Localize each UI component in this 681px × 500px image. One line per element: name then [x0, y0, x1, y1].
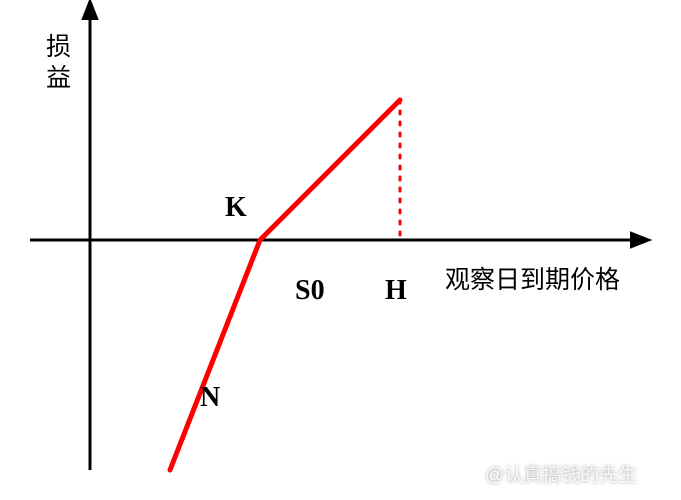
x-axis-label: 观察日到期价格	[445, 260, 620, 296]
payoff-chart: 损益 观察日到期价格 K S0 H N @认真搞钱的先生	[0, 0, 681, 500]
y-axis-label: 损益	[46, 32, 71, 95]
label-h: H	[385, 275, 407, 307]
label-k: K	[225, 192, 247, 224]
label-s0: S0	[295, 275, 325, 307]
watermark: @认真搞钱的先生	[485, 460, 637, 487]
label-n: N	[200, 382, 220, 414]
chart-svg	[0, 0, 681, 500]
